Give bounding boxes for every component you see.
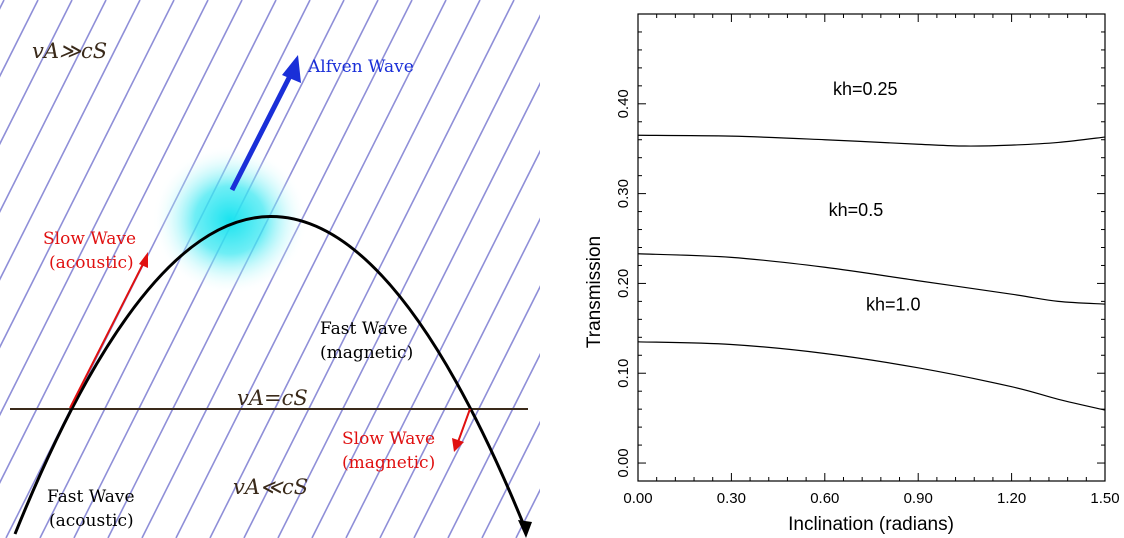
slow-acoustic-arrow: [69, 261, 145, 409]
interaction-glow: [152, 145, 308, 295]
transmission-chart: 0.00 0.10 0.20 0.30 0.40 0.00 0.30 0.60 0.90 1.2…: [584, 13, 1120, 535]
series-label-kh=0.5: kh=0.5: [829, 200, 884, 220]
label-va-much-less-cs: vA≪cS: [233, 475, 308, 499]
x-tick-label: 1.50: [1090, 490, 1119, 507]
label-va-equals-cs: vA=cS: [237, 386, 308, 410]
field-line: [0, 0, 209, 417]
y-tick-label: 0.30: [615, 179, 632, 208]
series-line-kh=0.25: [637, 134, 1106, 147]
x-axis-label: Inclination (radians): [788, 514, 954, 535]
series-label-kh=0.25: kh=0.25: [833, 79, 898, 99]
label-alfven-wave: Alfven Wave: [307, 57, 414, 77]
label-slow-wave-magnetic-line2: (magnetic): [342, 453, 435, 473]
field-line: [311, 81, 540, 538]
label-slow-wave-acoustic-line2: (acoustic): [49, 253, 134, 273]
field-line: [447, 352, 540, 538]
wave-trajectory-curve: [13, 215, 527, 535]
field-line: [277, 14, 540, 538]
field-line: [243, 0, 515, 538]
field-line: [379, 217, 540, 538]
wave-mode-diagram: vA≫cS vA=cS vA≪cS Alfven Wave Slow Wave …: [0, 0, 540, 538]
y-tick-label: 0.00: [615, 448, 632, 477]
label-slow-wave-acoustic-line1: Slow Wave: [43, 229, 136, 249]
slow-magnetic-arrowhead: [452, 438, 464, 452]
slow-acoustic-arrowhead: [139, 252, 148, 268]
field-line: [175, 0, 447, 538]
field-line: [0, 0, 73, 146]
field-line: [0, 0, 141, 281]
field-line: [0, 0, 5, 10]
series-labels: kh=0.25 kh=0.5 kh=1.0: [829, 79, 921, 315]
field-line: [209, 0, 481, 538]
field-line: [515, 488, 540, 538]
alfven-wave-arrow: [229, 70, 295, 192]
field-line: [345, 149, 540, 538]
y-tick-label: 0.10: [615, 359, 632, 388]
field-line: [0, 0, 107, 213]
y-axis-label: Transmission: [584, 236, 605, 348]
label-fast-wave-magnetic-line1: Fast Wave: [320, 319, 408, 339]
slow-magnetic-arrow: [457, 408, 471, 443]
x-tick-label: 0.90: [904, 490, 933, 507]
x-tick-label: 1.20: [997, 490, 1026, 507]
field-line: [413, 285, 540, 538]
series-lines: [637, 134, 1106, 411]
x-tick-label: 0.30: [717, 490, 746, 507]
x-tick-label: 0.00: [623, 490, 652, 507]
series-line-kh=1.0: [637, 341, 1106, 411]
field-line: [0, 0, 243, 484]
label-slow-wave-magnetic-line1: Slow Wave: [342, 429, 435, 449]
x-tick-label: 0.60: [810, 490, 839, 507]
y-tick-label: 0.20: [615, 269, 632, 298]
label-fast-wave-acoustic-line1: Fast Wave: [47, 487, 135, 507]
y-tick-label: 0.40: [615, 89, 632, 118]
alfven-arrowhead: [282, 55, 301, 83]
field-line: [481, 420, 540, 538]
label-va-much-greater-cs: vA≫cS: [32, 39, 107, 63]
field-line: [0, 0, 175, 349]
series-line-kh=0.5: [637, 253, 1106, 305]
series-label-kh=1.0: kh=1.0: [866, 294, 921, 314]
label-fast-wave-magnetic-line2: (magnetic): [320, 343, 413, 363]
x-axis-ticks: 0.00 0.30 0.60 0.90 1.20 1.50: [623, 14, 1120, 507]
trajectory-arrowhead: [518, 520, 532, 538]
y-axis-ticks: 0.00 0.10 0.20 0.30 0.40: [615, 31, 1105, 478]
label-fast-wave-acoustic-line2: (acoustic): [49, 511, 134, 531]
